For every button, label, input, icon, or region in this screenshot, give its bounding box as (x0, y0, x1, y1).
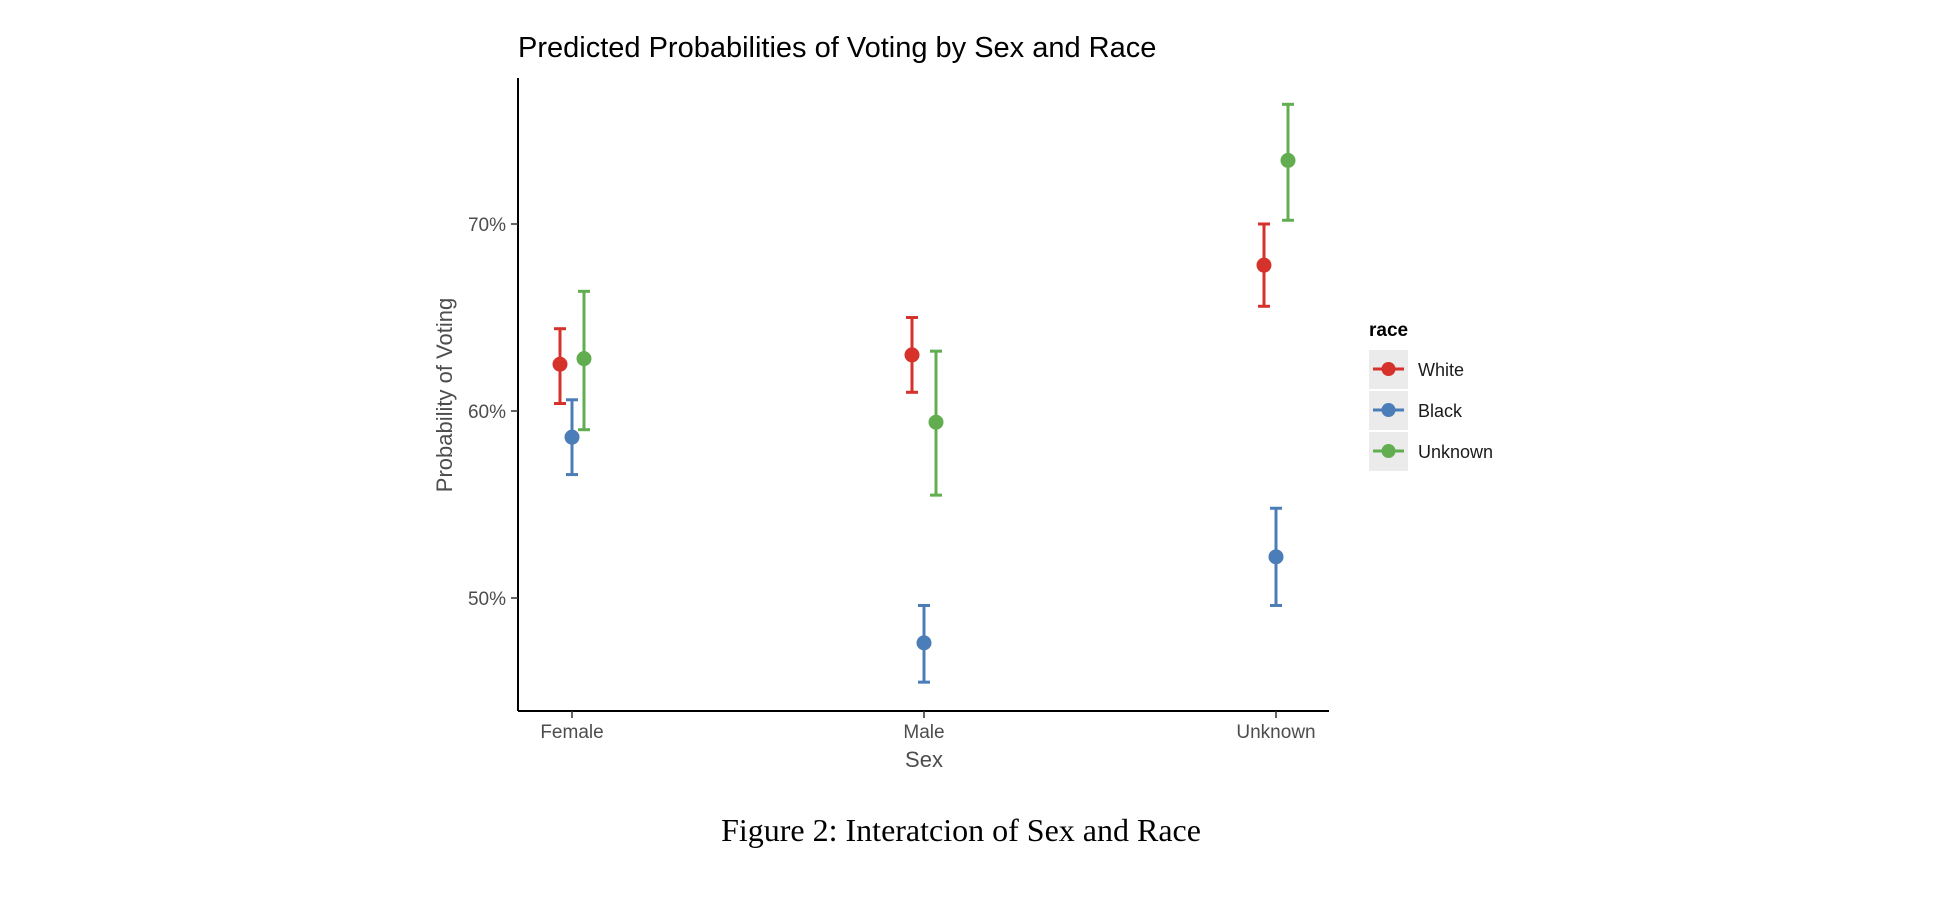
x-tick-label: Unknown (1236, 722, 1315, 743)
legend-label-white: White (1418, 360, 1464, 380)
y-tick-label: 50% (468, 589, 506, 610)
point-black (1268, 549, 1284, 565)
plot-area: 50% 60% 70% Female Male Unknown (468, 78, 1329, 743)
legend-key-point (1381, 403, 1396, 417)
legend-key-point (1381, 444, 1396, 458)
y-tick-label: 70% (468, 215, 506, 236)
x-tick-label: Male (903, 722, 944, 743)
x-tick-label: Female (540, 722, 603, 743)
x-axis-title: Sex (905, 747, 943, 772)
point-black (916, 635, 932, 651)
legend-title: race (1369, 320, 1408, 341)
chart-title: Predicted Probabilities of Voting by Sex… (518, 32, 1156, 64)
point-unknown (1280, 152, 1296, 168)
y-axis-title: Probability of Voting (432, 298, 457, 492)
point-black (564, 429, 580, 445)
legend-label-black: Black (1418, 401, 1463, 421)
point-unknown (928, 414, 944, 430)
point-white (1256, 257, 1272, 273)
point-white (904, 347, 920, 363)
legend-label-unknown: Unknown (1418, 442, 1493, 462)
y-tick-label: 60% (468, 402, 506, 423)
legend-key-point (1381, 362, 1396, 376)
figure-caption: Figure 2: Interatcion of Sex and Race (721, 812, 1201, 848)
point-unknown (576, 351, 592, 367)
legend: race White Black Unknown (1369, 320, 1493, 471)
point-white (552, 356, 568, 372)
